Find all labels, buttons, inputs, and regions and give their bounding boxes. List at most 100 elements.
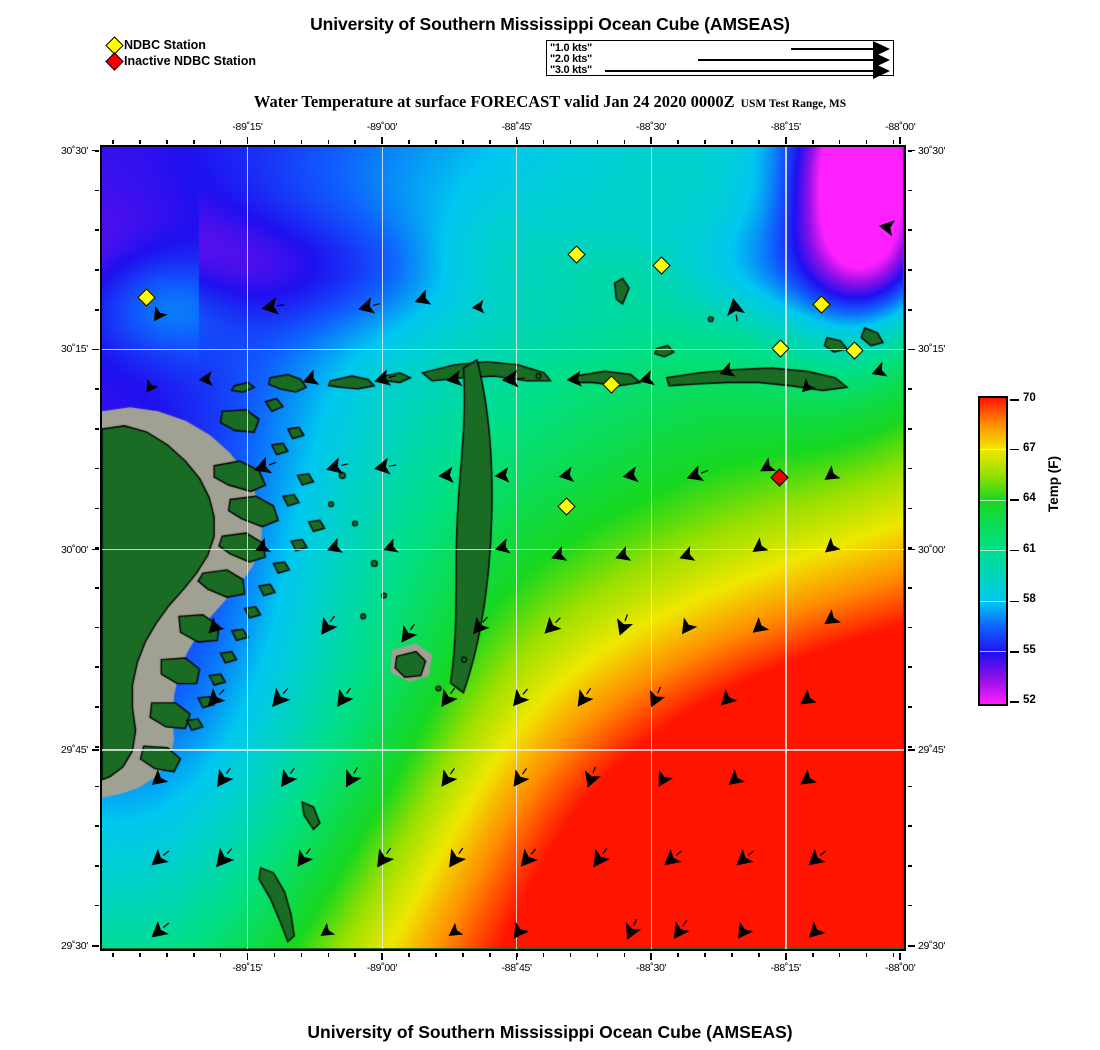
x-axis-minor-tick [462, 139, 464, 144]
y-axis-minor-tick [907, 467, 912, 470]
y-axis-minor-tick [94, 785, 99, 788]
y-axis-tick-right [907, 749, 915, 751]
y-axis-minor-tick [94, 944, 99, 947]
colorbar-tick [1010, 549, 1019, 552]
y-axis-minor-tick [94, 348, 99, 351]
scale-shaft-2kt [698, 59, 873, 61]
current-speed-scale: "1.0 kts" "2.0 kts" "3.0 kts" [546, 40, 894, 79]
x-axis-minor-tick [354, 139, 357, 144]
legend-label-active-station: NDBC Station [124, 38, 206, 52]
x-axis-minor-tick [704, 952, 706, 957]
x-axis-minor-tick [623, 952, 626, 957]
scale-shaft-3kt [605, 70, 873, 72]
y-axis-minor-tick [94, 547, 99, 549]
y-axis-minor-tick [94, 388, 99, 390]
footer-title: University of Southern Mississippi Ocean… [307, 1022, 793, 1042]
x-axis-minor-tick [166, 139, 168, 144]
y-axis-label: 30˚00' [60, 543, 88, 556]
y-axis-label: 30˚15' [60, 343, 88, 356]
x-axis-label: -89˚15' [232, 962, 263, 974]
colorbar-tick [1010, 399, 1019, 401]
x-axis-minor-tick [731, 139, 733, 144]
x-axis-label: -88˚30' [636, 121, 667, 133]
x-axis-label: -88˚00' [885, 121, 916, 133]
y-axis-label: 30˚00' [918, 543, 946, 556]
y-axis-minor-tick [94, 865, 99, 867]
y-axis-minor-tick [907, 944, 912, 947]
colorbar-tick-label: 67 [1023, 441, 1036, 454]
y-axis-label: 30˚15' [918, 343, 946, 356]
x-axis-minor-tick [489, 952, 491, 957]
y-axis-minor-tick [94, 189, 99, 192]
y-axis-minor-tick [94, 308, 99, 311]
x-axis-minor-tick [515, 139, 518, 144]
x-axis-minor-tick [892, 139, 895, 144]
x-axis-minor-tick [865, 139, 868, 144]
colorbar-tick-label: 64 [1023, 492, 1036, 505]
y-axis-minor-tick [907, 587, 912, 589]
y-axis-label: 30˚30' [60, 144, 88, 157]
y-axis-label: 29˚45' [918, 743, 946, 756]
colorbar-tick-label: 70 [1023, 392, 1036, 405]
x-axis-minor-tick [596, 952, 599, 957]
x-axis-tick-top [899, 136, 902, 144]
y-axis-label: 29˚30' [60, 940, 88, 953]
scale-label-3kt: "3.0 kts" [550, 64, 592, 76]
x-axis-minor-tick [192, 952, 195, 957]
x-axis-minor-tick [865, 952, 868, 957]
colorbar-tick [1010, 448, 1019, 451]
y-axis-minor-tick [907, 547, 912, 549]
colorbar-tick [1010, 651, 1019, 653]
y-axis-label: 29˚30' [918, 940, 946, 953]
colorbar-tick [1010, 600, 1019, 603]
x-axis-minor-tick [542, 952, 545, 957]
scale-label-1kt: "1.0 kts" [550, 42, 592, 54]
x-axis-label: -88˚30' [636, 962, 667, 974]
y-axis-minor-tick [94, 626, 99, 629]
y-axis-minor-tick [907, 150, 912, 152]
x-axis-minor-tick [892, 952, 895, 957]
x-axis-minor-tick [542, 139, 545, 144]
x-axis-minor-tick [408, 139, 410, 144]
legend-item-inactive-station: Inactive NDBC Station [105, 52, 256, 71]
x-axis-minor-tick [569, 139, 572, 144]
x-axis-minor-tick [435, 139, 437, 144]
colorbar-tick-label: 55 [1023, 643, 1036, 656]
y-axis-minor-tick [94, 428, 99, 430]
x-axis-minor-tick [623, 139, 626, 144]
colorbar-gridline [980, 550, 1006, 552]
x-axis-minor-tick [112, 139, 114, 144]
x-axis-minor-tick [273, 952, 276, 957]
scale-label-2kt: "2.0 kts" [550, 53, 592, 65]
x-axis-minor-tick [381, 139, 383, 144]
x-axis-minor-tick [139, 139, 141, 144]
y-axis-minor-tick [907, 189, 912, 192]
x-axis-minor-tick [515, 952, 518, 957]
x-axis-minor-tick [650, 952, 653, 957]
x-axis-minor-tick [219, 952, 222, 957]
x-axis-minor-tick [327, 139, 330, 144]
x-axis-minor-tick [489, 139, 491, 144]
y-axis-minor-tick [94, 150, 99, 152]
y-axis-minor-tick [94, 507, 99, 510]
colorbar-tick-label: 52 [1023, 693, 1036, 706]
x-axis-minor-tick [246, 139, 249, 144]
y-axis-minor-tick [94, 666, 99, 669]
x-axis-minor-tick [731, 952, 733, 957]
x-axis-minor-tick [462, 952, 464, 957]
x-axis-minor-tick [408, 952, 410, 957]
x-axis-minor-tick [112, 952, 114, 957]
x-axis-minor-tick [677, 952, 679, 957]
y-axis-minor-tick [907, 865, 912, 867]
colorbar-gridline [980, 449, 1006, 451]
y-axis-minor-tick [907, 269, 912, 271]
scale-row-3kt: "3.0 kts" [547, 62, 893, 79]
y-axis-minor-tick [907, 507, 912, 510]
x-axis-minor-tick [219, 139, 222, 144]
y-axis-minor-tick [907, 388, 912, 390]
x-axis-label: -88˚15' [770, 121, 802, 133]
y-axis-minor-tick [94, 269, 99, 271]
x-axis-minor-tick [838, 952, 841, 957]
y-axis-minor-tick [907, 825, 912, 827]
y-axis-tick-left [91, 548, 99, 551]
